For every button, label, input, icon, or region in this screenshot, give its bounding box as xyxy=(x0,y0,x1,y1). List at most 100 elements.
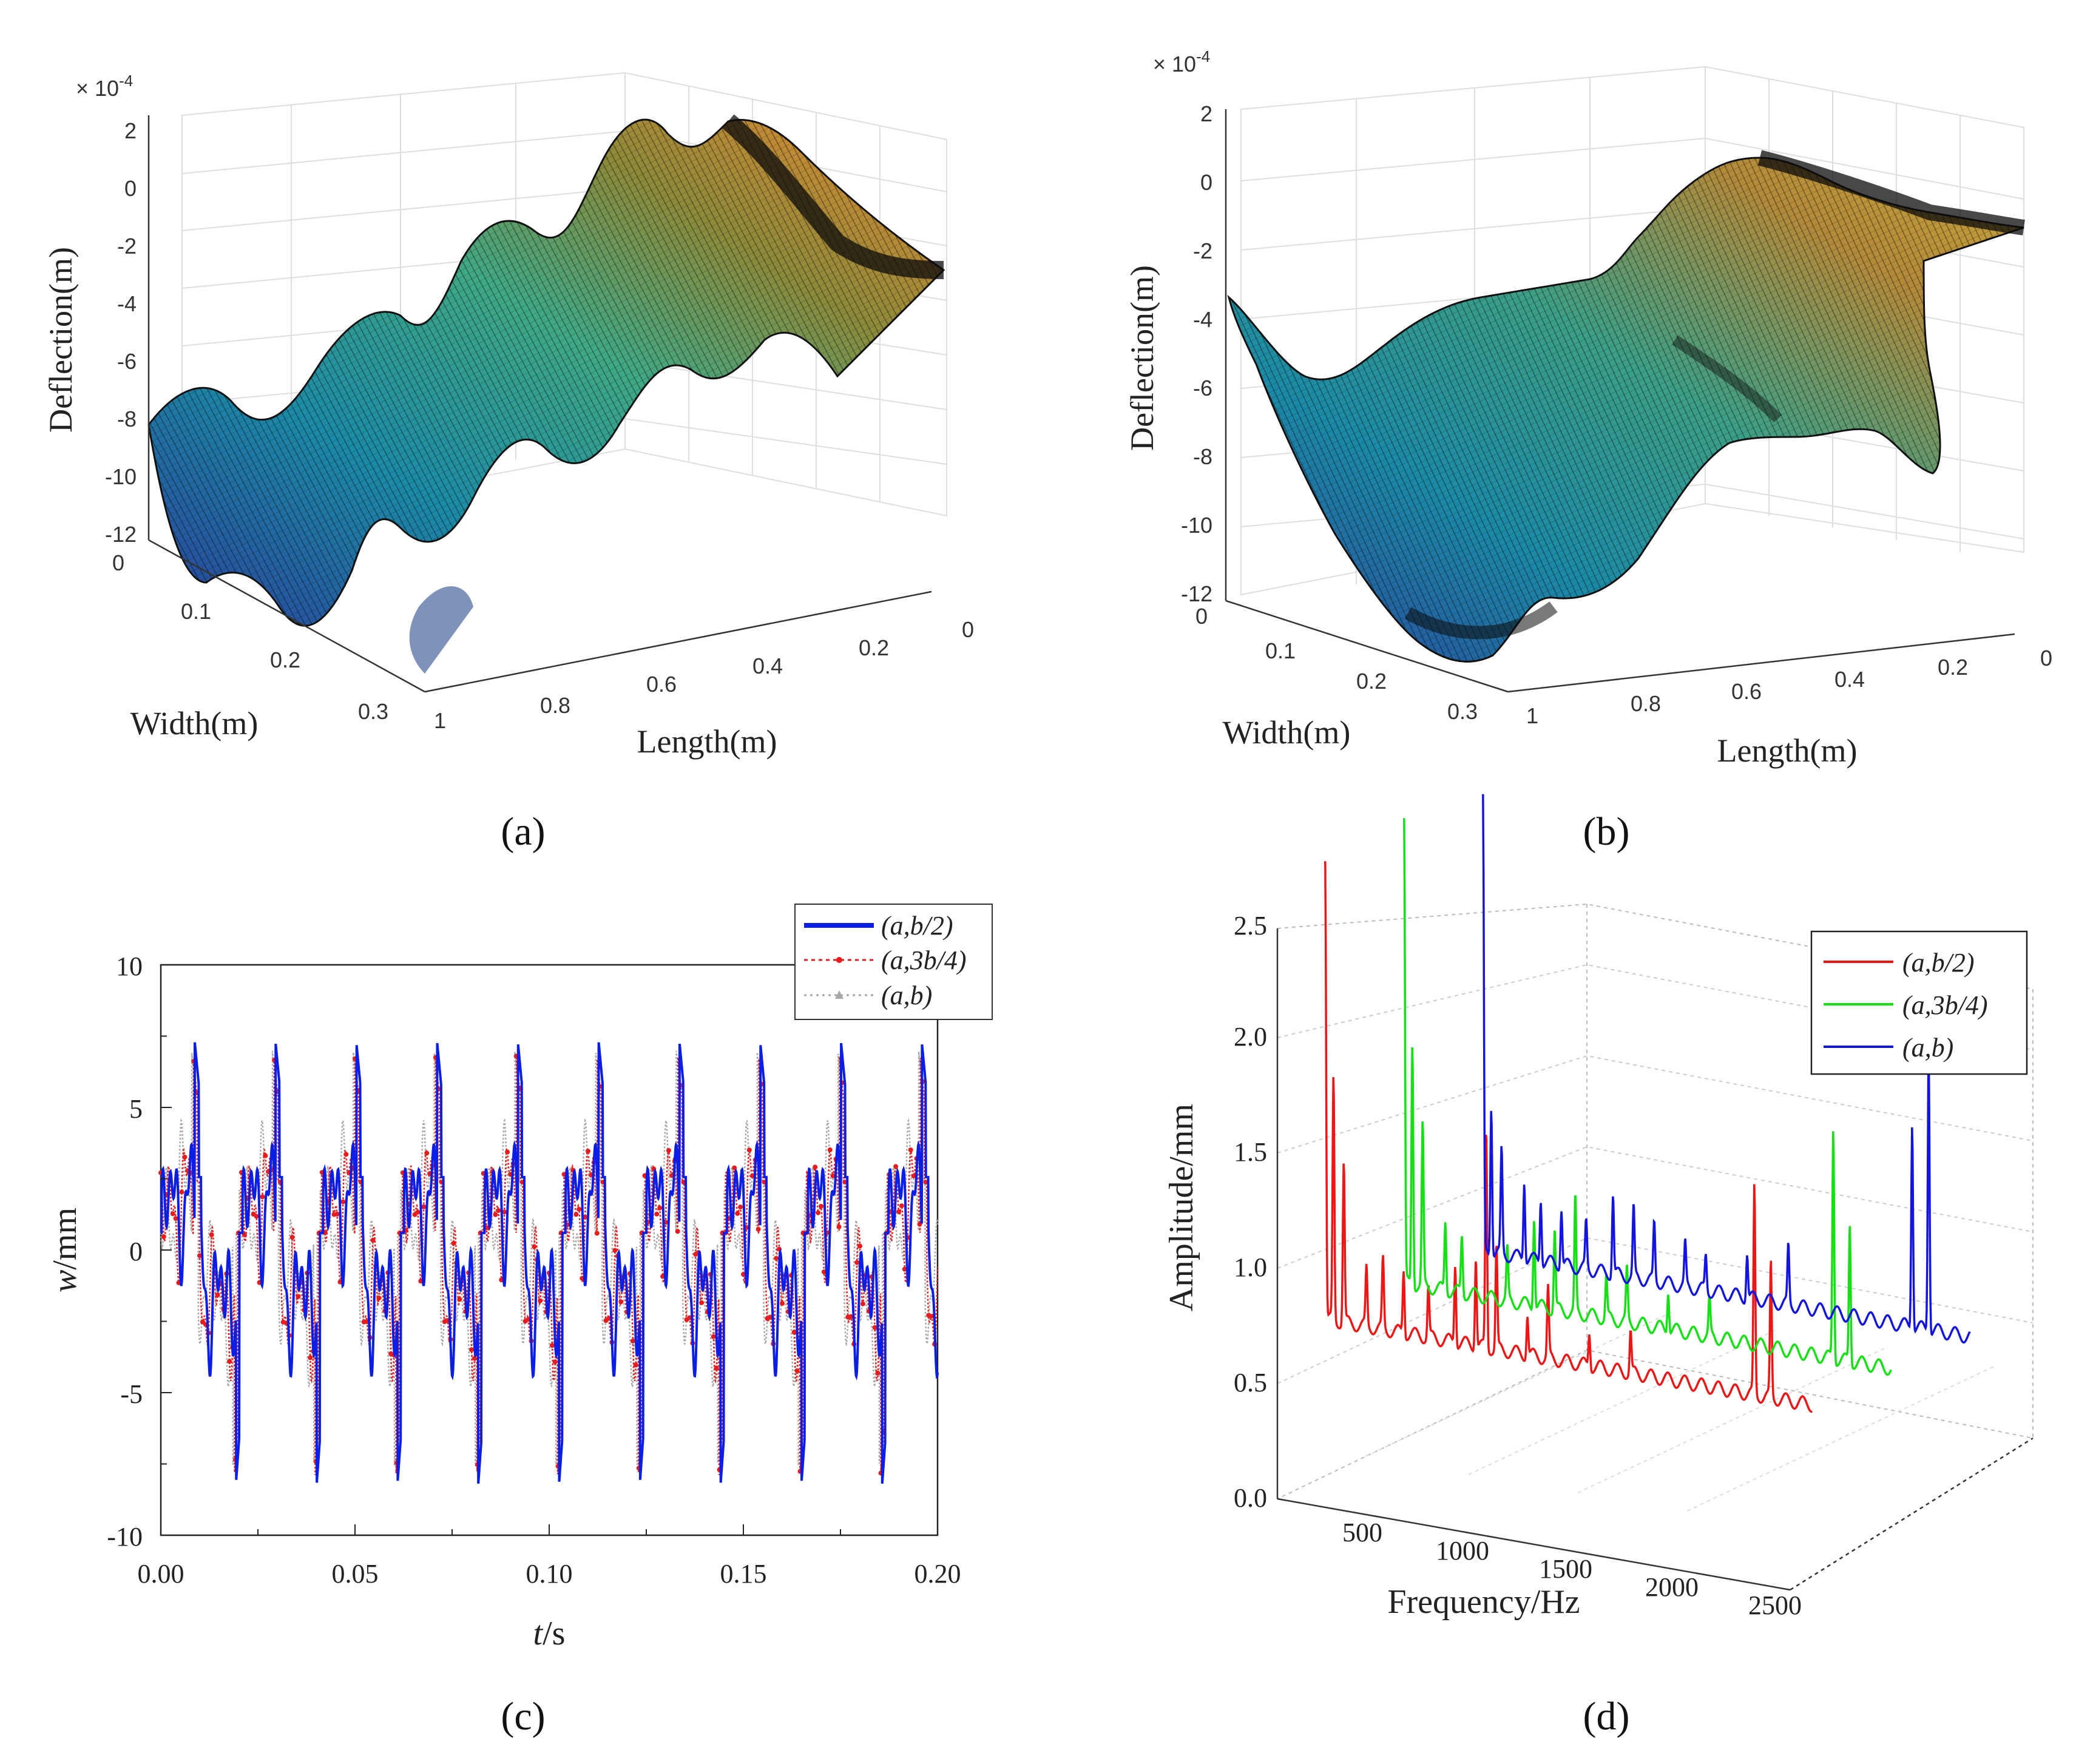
panel-c-xlabel-unit: /s xyxy=(543,1615,565,1652)
panel-d-label: (d) xyxy=(1583,1694,1630,1739)
panel-c-series-1-marker xyxy=(182,1154,188,1160)
panel-d-ztick-labels: 0.0 0.5 1.0 1.5 2.0 2.5 xyxy=(1234,911,1267,1513)
panel-c-series-1-marker xyxy=(666,1147,671,1153)
panel-b-width-ticks: 0 0.1 0.2 0.3 xyxy=(1195,604,1478,724)
panel-a-width-tick-3: 0.3 xyxy=(358,699,388,724)
panel-a-zscale: × 10-4 xyxy=(76,72,133,101)
panel-c-series-1-marker xyxy=(421,1204,427,1209)
panel-c-series-1-marker xyxy=(791,1330,797,1335)
panel-d-ztick-0: 0.0 xyxy=(1234,1483,1267,1513)
panel-a-length-label: Length(m) xyxy=(637,723,777,760)
panel-d-xtick-1: 1000 xyxy=(1436,1536,1489,1566)
panel-c-xtick-labels: 0.00 0.05 0.10 0.15 0.20 xyxy=(138,1559,961,1589)
panel-c-time-history-chart: 10 5 0 -5 -10 0.00 0.05 0.10 0.15 0.20 t… xyxy=(46,904,993,1739)
panel-b-zticks: 2 0 -2 -4 -6 -8 -10 -12 xyxy=(1181,101,1212,606)
panel-b-length-tick-1: 0.8 xyxy=(1631,691,1661,716)
panel-c-series-1-marker xyxy=(532,1244,537,1249)
panel-a-width-tick-1: 0.1 xyxy=(181,599,211,624)
panel-c-series-1-marker xyxy=(896,1209,901,1214)
panel-d-legend-label-1: (a,3b/4) xyxy=(1902,990,1988,1020)
panel-d-spectrum-chart: 0.0 0.5 1.0 1.5 2.0 2.5 500 1000 1500 20… xyxy=(1163,794,2034,1739)
panel-c-series-1-marker xyxy=(756,1226,761,1232)
panel-a-zlabel: Deflection(m) xyxy=(42,247,79,433)
panel-c-series-1-marker xyxy=(451,1240,456,1246)
panel-d-axes xyxy=(1276,928,2034,1591)
panel-a-length-tick-4: 0.2 xyxy=(859,635,889,660)
panel-c-legend-label-2: (a,b) xyxy=(881,981,932,1010)
panel-c-ytick-labels: 10 5 0 -5 -10 xyxy=(107,951,143,1552)
panel-c-ytick-0: 10 xyxy=(116,951,143,981)
panel-c-series-group xyxy=(158,1042,939,1484)
panel-c-series-1-marker xyxy=(370,1237,376,1243)
panel-b-ztick-5: -8 xyxy=(1193,444,1212,469)
panel-c-series-1-marker xyxy=(618,1299,624,1305)
panel-b-label: (b) xyxy=(1583,809,1630,854)
panel-c-xtick-0: 0.00 xyxy=(138,1559,184,1589)
panel-c-legend-marker-1 xyxy=(836,957,842,963)
panel-c-series-1-marker xyxy=(472,1356,477,1361)
panel-c-series-1-marker xyxy=(289,1235,295,1240)
panel-d-series-1 xyxy=(1403,818,1892,1376)
panel-c-legend-label-1: (a,3b/4) xyxy=(881,945,967,975)
panel-c-series-1-marker xyxy=(899,1203,904,1209)
panel-c-xtick-3: 0.15 xyxy=(720,1559,767,1589)
panel-c-series-1-marker xyxy=(340,1199,346,1205)
panel-c-label: (c) xyxy=(501,1694,545,1739)
panel-a-ztick-7: -12 xyxy=(105,522,137,547)
panel-c-series-1-marker xyxy=(923,1180,928,1185)
panel-c-series-1-marker xyxy=(675,1229,680,1234)
panel-a-width-tick-0: 0 xyxy=(112,550,124,575)
panel-c-series-1-marker xyxy=(457,1297,462,1302)
panel-c-series-1-marker xyxy=(794,1368,800,1373)
panel-a-ztick-2: -2 xyxy=(117,234,137,259)
panel-a-length-tick-5: 0 xyxy=(962,617,974,642)
panel-c-series-1-marker xyxy=(735,1211,740,1216)
panel-c-series-1-marker xyxy=(830,1173,836,1178)
panel-c-ylabel-unit: /mm xyxy=(46,1208,84,1270)
panel-c-series-1-marker xyxy=(836,1224,842,1229)
panel-c-series-1-marker xyxy=(170,1211,175,1217)
panel-c-series-1-marker xyxy=(813,1164,818,1170)
panel-b-zscale-exp: -4 xyxy=(1196,47,1210,66)
panel-c-series-1-marker xyxy=(633,1362,638,1368)
panel-a-zscale-exp: -4 xyxy=(119,72,133,90)
panel-a-surface-chart: 2 0 -2 -4 -6 -8 -10 -12 × 10-4 0 0.1 0.2… xyxy=(42,72,974,854)
panel-c-series-1-marker xyxy=(816,1210,821,1215)
panel-b-ztick-3: -4 xyxy=(1193,307,1212,332)
panel-c-series-1-marker xyxy=(654,1211,660,1217)
panel-c-series-1-marker xyxy=(732,1165,737,1171)
panel-c-ticks xyxy=(160,964,938,1536)
panel-b-ztick-2: -2 xyxy=(1193,238,1212,263)
panel-c-ytick-3: -5 xyxy=(120,1379,143,1409)
panel-b-ztick-6: -10 xyxy=(1181,513,1212,538)
panel-b-zscale: × 10-4 xyxy=(1153,47,1210,76)
panel-c-series-1-marker xyxy=(493,1212,498,1217)
panel-b-width-tick-2: 0.2 xyxy=(1356,669,1387,694)
panel-c-series-1-marker xyxy=(576,1206,582,1212)
panel-d-series-2 xyxy=(1482,794,1971,1344)
panel-c-series-1-marker xyxy=(215,1292,220,1297)
panel-c-series-1-marker xyxy=(908,1147,913,1152)
panel-b-length-tick-3: 0.4 xyxy=(1834,667,1865,692)
panel-c-series-1-marker xyxy=(254,1214,259,1219)
panel-d-ztick-5: 2.5 xyxy=(1234,911,1267,941)
panel-b-ztick-0: 2 xyxy=(1200,101,1212,126)
panel-c-series-1-marker xyxy=(586,1149,590,1154)
panel-c-series-1-marker xyxy=(911,1173,916,1178)
panel-c-series-1-marker xyxy=(630,1339,635,1344)
panel-c-series-1-marker xyxy=(415,1209,421,1215)
panel-b-length-tick-4: 0.2 xyxy=(1938,655,1968,680)
panel-a-length-ticks: 1 0.8 0.6 0.4 0.2 0 xyxy=(434,617,974,733)
panel-c-series-1-marker xyxy=(893,1164,899,1169)
panel-c-series-1-marker xyxy=(699,1300,705,1305)
panel-a-width-tick-2: 0.2 xyxy=(270,647,300,672)
panel-c-series-1-marker xyxy=(780,1300,785,1306)
panel-c-series-1-marker xyxy=(260,1194,265,1200)
panel-d-xtick-0: 500 xyxy=(1342,1518,1382,1547)
panel-a-length-tick-3: 0.4 xyxy=(752,654,783,678)
panel-c-ylabel: w/mm xyxy=(46,1208,84,1293)
panel-c-series-1-marker xyxy=(872,1325,877,1330)
panel-c-series-1-marker xyxy=(552,1359,558,1365)
panel-c-xtick-2: 0.10 xyxy=(526,1559,573,1589)
